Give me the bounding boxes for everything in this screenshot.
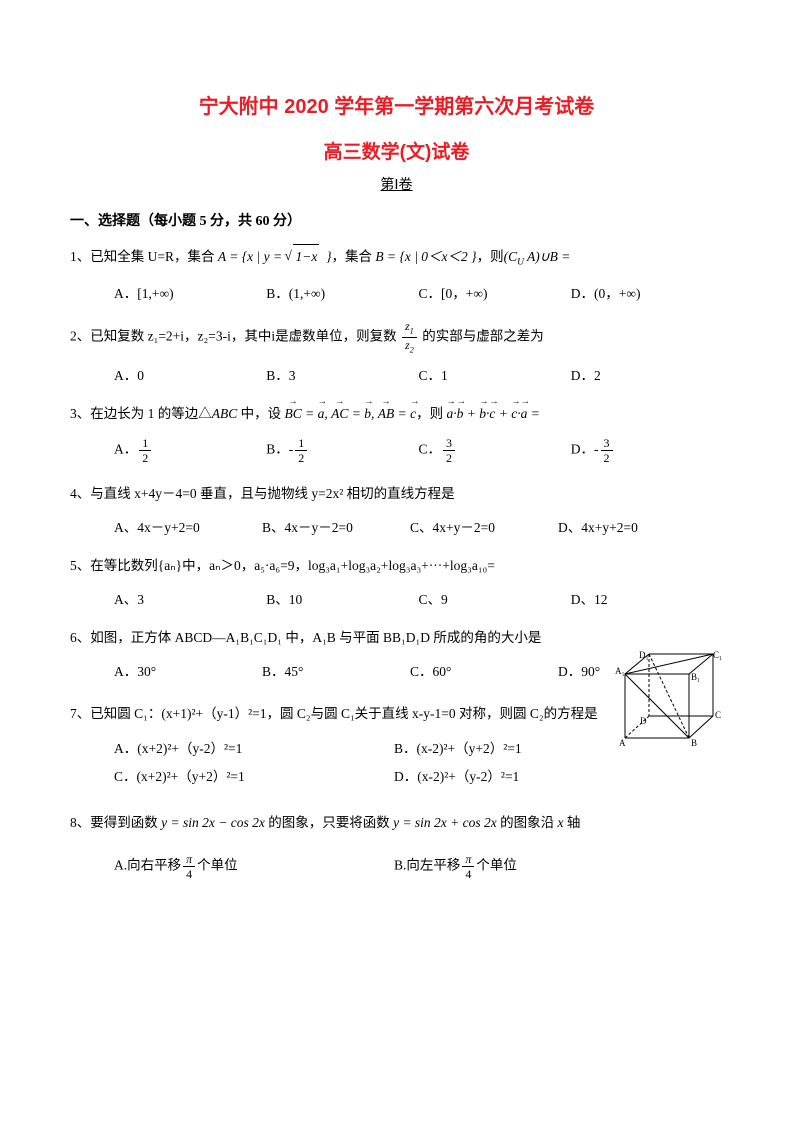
q1-expr: (CU A)∪B =	[504, 249, 571, 264]
q7-number: 7、	[70, 706, 90, 721]
q2-text-a: 已知复数 z₁=2+i，z₂=3-i，其中i是虚数单位，则复数	[90, 328, 396, 343]
q1-text-a: 已知全集 U=R，集合	[90, 249, 218, 264]
q8-text-c: 的图象沿	[497, 815, 558, 830]
q1-opt-c: C．[0，+∞)	[419, 282, 571, 302]
q3-text-b: 中，设	[241, 406, 282, 421]
cube-diagram: A B C D A₁ B₁ C₁ D₁	[613, 650, 723, 750]
q8-x: x	[558, 815, 567, 830]
q7-opt-d: D．(x-2)²+（y-2）²=1	[394, 765, 674, 785]
q1-set-b: B = {x | 0＜x＜2 }	[375, 249, 476, 264]
q4-opt-b: B、4x－y－2=0	[262, 516, 410, 536]
cube-label-a1: A₁	[615, 666, 625, 676]
volume-label: 第Ⅰ卷	[70, 174, 723, 194]
cube-label-a: A	[619, 738, 626, 748]
q8-options: A.向右平移π4个单位 B.向左平移π4个单位	[114, 853, 723, 888]
q1-opt-a: A．[1,+∞)	[114, 282, 266, 302]
q3-opt-c: C．32	[419, 437, 571, 464]
q3-number: 3、	[70, 406, 90, 421]
q8-number: 8、	[70, 815, 90, 830]
q5-opt-d: D、12	[571, 588, 723, 608]
cube-label-c1: C₁	[713, 650, 722, 660]
q4-opt-c: C、4x+y－2=0	[410, 516, 558, 536]
title-sub: 高三数学(文)试卷	[70, 137, 723, 164]
q5-opt-c: C、9	[419, 588, 571, 608]
q1-opt-b: B．(1,+∞)	[266, 282, 418, 302]
section-heading: 一、选择题（每小题 5 分，共 60 分）	[70, 210, 723, 230]
q8-text-d: 轴	[567, 815, 581, 830]
question-6: 6、如图，正方体 ABCD—A₁B₁C₁D₁ 中，A₁B 与平面 BB₁D₁D …	[70, 626, 723, 650]
q5-number: 5、	[70, 558, 90, 573]
q1-options: A．[1,+∞) B．(1,+∞) C．[0，+∞) D．(0，+∞)	[114, 282, 723, 302]
q8-opt-a: A.向右平移π4个单位	[114, 853, 394, 880]
q6-number: 6、	[70, 630, 90, 645]
q2-text-b: 的实部与虚部之差为	[422, 328, 544, 343]
q5-opt-a: A、3	[114, 588, 266, 608]
q7-opt-a: A．(x+2)²+（y-2）²=1	[114, 737, 394, 757]
q4-text: 与直线 x+4y－4=0 垂直，且与抛物线 y=2x² 相切的直线方程是	[90, 486, 454, 501]
q2-options: A．0 B．3 C．1 D．2	[114, 364, 723, 384]
q1-opt-d: D．(0，+∞)	[571, 282, 723, 302]
q2-number: 2、	[70, 328, 90, 343]
q4-options: A、4x－y+2=0 B、4x－y－2=0 C、4x+y－2=0 D、4x+y+…	[114, 516, 723, 536]
q3-text-c: ，则	[416, 406, 443, 421]
q2-fraction: z1z2	[402, 320, 417, 355]
cube-label-b1: B₁	[691, 672, 700, 682]
q8-text-b: 的图象，只要将函数	[265, 815, 393, 830]
q8-text-a: 要得到函数	[90, 815, 161, 830]
cube-label-d1: D₁	[639, 650, 649, 660]
q8-func1: y = sin 2x − cos 2x	[161, 815, 265, 830]
q1-number: 1、	[70, 249, 90, 264]
q6-opt-b: B．45°	[262, 660, 410, 680]
q1-text-c: ，则	[477, 249, 504, 264]
q1-text-b: ，集合	[331, 249, 375, 264]
q2-opt-b: B．3	[266, 364, 418, 384]
q7-opt-c: C．(x+2)²+（y+2）²=1	[114, 765, 394, 785]
q3-options: A．12 B．-12 C．32 D．-32	[114, 437, 723, 464]
q2-opt-d: D．2	[571, 364, 723, 384]
q6-opt-c: C．60°	[410, 660, 558, 680]
q2-opt-a: A．0	[114, 364, 266, 384]
q4-opt-a: A、4x－y+2=0	[114, 516, 262, 536]
title-main: 宁大附中 2020 学年第一学期第六次月考试卷	[70, 90, 723, 119]
q2-opt-c: C．1	[419, 364, 571, 384]
q6-text: 如图，正方体 ABCD—A₁B₁C₁D₁ 中，A₁B 与平面 BB₁D₁D 所成…	[90, 630, 541, 645]
q3-product: a·b + b·c + c·a =	[447, 406, 540, 421]
q4-number: 4、	[70, 486, 90, 501]
question-2: 2、已知复数 z₁=2+i，z₂=3-i，其中i是虚数单位，则复数 z1z2 的…	[70, 320, 723, 355]
q7-text: 已知圆 C₁：(x+1)²+（y-1）²=1，圆 C₂与圆 C₁关于直线 x-y…	[90, 706, 597, 721]
q1-set-a: A = {x | y = 1−x }	[218, 249, 332, 264]
q4-opt-d: D、4x+y+2=0	[558, 516, 706, 536]
cube-label-b: B	[691, 738, 697, 748]
question-4: 4、与直线 x+4y－4=0 垂直，且与抛物线 y=2x² 相切的直线方程是	[70, 482, 723, 506]
q3-vectors: BC = a, AC = b, AB = c	[285, 406, 417, 421]
q6-opt-a: A．30°	[114, 660, 262, 680]
q3-opt-d: D．-32	[571, 437, 723, 464]
cube-label-d: D	[640, 716, 647, 726]
q5-options: A、3 B、10 C、9 D、12	[114, 588, 723, 608]
question-3: 3、在边长为 1 的等边△ABC 中，设 BC = a, AC = b, AB …	[70, 402, 723, 426]
q5-text: 在等比数列{aₙ}中，aₙ＞0，a₅·a₆=9，log₃a₁+log₃a₂+lo…	[90, 558, 495, 573]
cube-label-c: C	[715, 710, 721, 720]
q5-opt-b: B、10	[266, 588, 418, 608]
question-8: 8、要得到函数 y = sin 2x − cos 2x 的图象，只要将函数 y …	[70, 811, 723, 835]
q3-opt-b: B．-12	[266, 437, 418, 464]
q3-text-a: 在边长为 1 的等边△	[90, 406, 212, 421]
q8-opt-b: B.向左平移π4个单位	[394, 853, 674, 880]
q3-opt-a: A．12	[114, 437, 266, 464]
question-1: 1、已知全集 U=R，集合 A = {x | y = 1−x }，集合 B = …	[70, 244, 723, 272]
question-5: 5、在等比数列{aₙ}中，aₙ＞0，a₅·a₆=9，log₃a₁+log₃a₂+…	[70, 554, 723, 578]
q3-abc: ABC	[212, 406, 241, 421]
q8-func2: y = sin 2x + cos 2x	[393, 815, 497, 830]
